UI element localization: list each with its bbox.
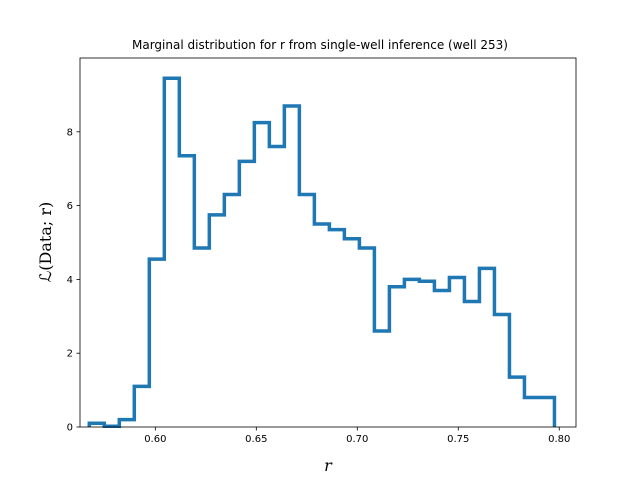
x-tick-label: 0.70	[346, 434, 368, 445]
y-axis: 0 2 4 6 8	[67, 127, 80, 434]
x-tick-label: 0.80	[548, 434, 570, 445]
y-tick-label: 2	[67, 349, 73, 360]
plot-area	[80, 58, 576, 427]
y-tick-label: 0	[67, 423, 73, 434]
x-axis-label: r	[324, 456, 333, 475]
y-tick-label: 6	[67, 201, 73, 212]
x-tick-label: 0.60	[144, 434, 166, 445]
x-tick-label: 0.75	[447, 434, 469, 445]
chart-title: Marginal distribution for r from single-…	[132, 38, 508, 52]
plot-frame	[79, 57, 577, 428]
x-axis: 0.60 0.65 0.70 0.75 0.80	[144, 427, 570, 445]
y-axis-label: ℒ(Data; r)	[36, 202, 55, 282]
x-tick-label: 0.65	[245, 434, 267, 445]
y-tick-label: 4	[67, 275, 73, 286]
y-tick-label: 8	[67, 127, 73, 138]
histogram-series-line	[87, 76, 557, 429]
